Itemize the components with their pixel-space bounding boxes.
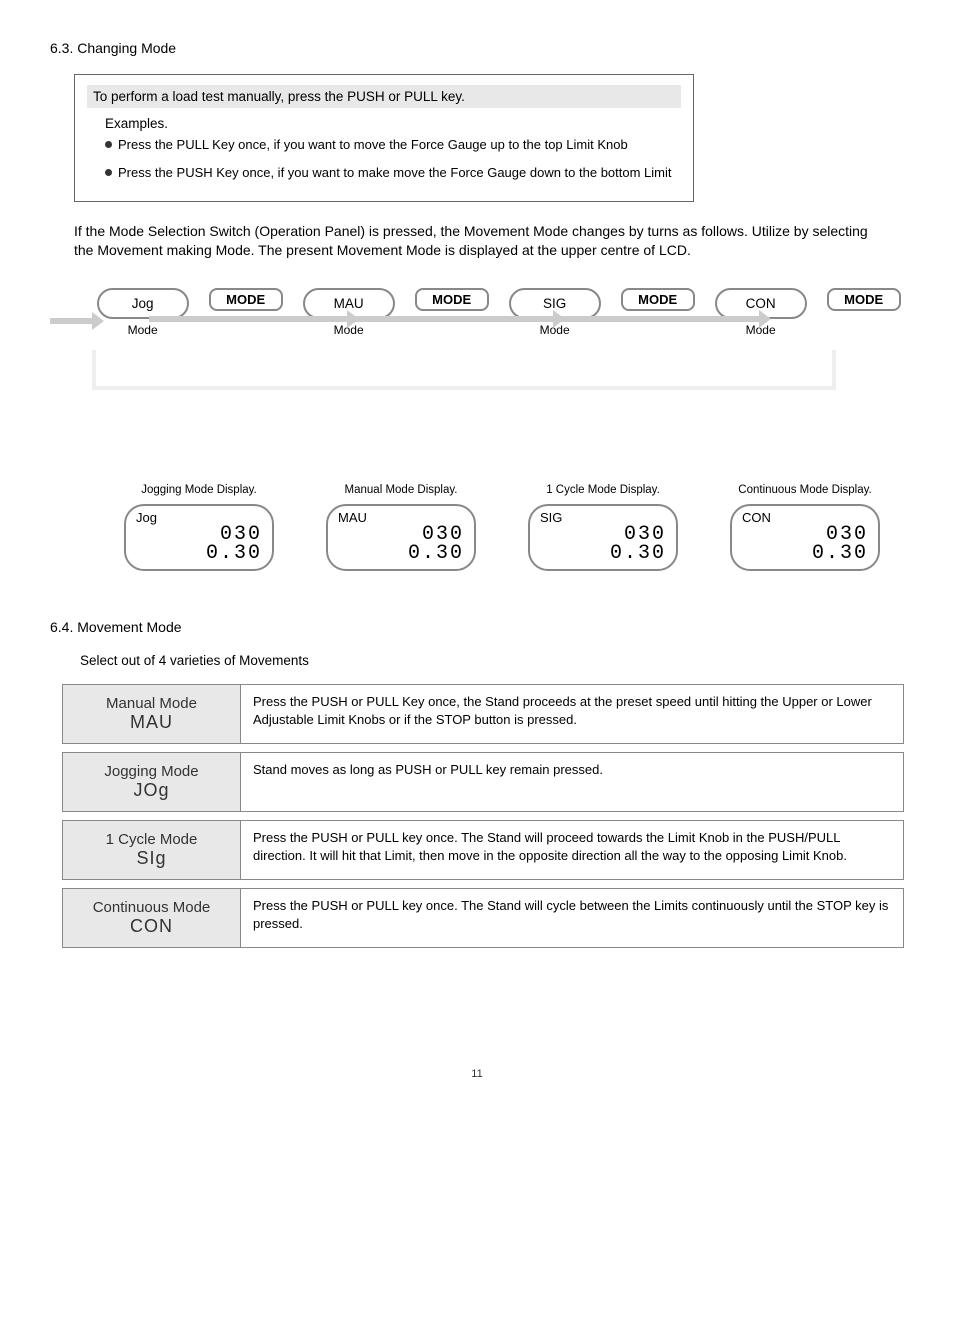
- arrow-icon: [355, 316, 555, 322]
- note-banner: To perform a load test manually, press t…: [87, 85, 681, 108]
- seven-segment: 030 0.30: [338, 525, 464, 563]
- mode-name: 1 Cycle Mode: [106, 831, 198, 848]
- mode-code: CON: [130, 916, 173, 937]
- mode-button: MODE: [827, 288, 901, 311]
- bullet-icon: [105, 141, 112, 148]
- mode-name: Manual Mode: [106, 695, 197, 712]
- display-label: 1 Cycle Mode Display.: [546, 484, 660, 496]
- mode-button-cell: MODE: [411, 288, 492, 311]
- display-cell-jog: Jogging Mode Display. Jog 030 0.30: [124, 484, 274, 571]
- mode-name: Jogging Mode: [104, 763, 198, 780]
- page-number: 11: [50, 1068, 904, 1080]
- mode-button-cell: MODE: [617, 288, 698, 311]
- mode-description: Press the PUSH or PULL Key once, the Sta…: [241, 685, 903, 743]
- mode-description: Stand moves as long as PUSH or PULL key …: [241, 753, 903, 811]
- bullet-text: Press the PUSH Key once, if you want to …: [118, 164, 672, 182]
- movement-mode-intro: Select out of 4 varieties of Movements: [80, 653, 904, 668]
- mode-button-cell: MODE: [823, 288, 904, 311]
- display-cell-con: Continuous Mode Display. CON 030 0.30: [730, 484, 880, 571]
- display-chip: SIG 030 0.30: [528, 504, 678, 571]
- mode-name-cell: Manual Mode MAU: [63, 685, 241, 743]
- table-row: Manual Mode MAU Press the PUSH or PULL K…: [62, 684, 904, 744]
- mode-name-cell: Continuous Mode CON: [63, 889, 241, 947]
- display-label: Continuous Mode Display.: [738, 484, 871, 496]
- bullet-row: Press the PUSH Key once, if you want to …: [105, 164, 681, 182]
- mode-name: Continuous Mode: [93, 899, 211, 916]
- arrow-icon: [50, 318, 94, 324]
- arrow-icon: [561, 316, 761, 322]
- feedback-path: [92, 350, 836, 390]
- mode-name-cell: Jogging Mode JOg: [63, 753, 241, 811]
- mode-button: MODE: [621, 288, 695, 311]
- display-row: Jogging Mode Display. Jog 030 0.30 Manua…: [124, 484, 904, 571]
- mode-button: MODE: [415, 288, 489, 311]
- note-box: To perform a load test manually, press t…: [74, 74, 694, 202]
- mode-button: MODE: [209, 288, 283, 311]
- examples-label: Examples.: [105, 116, 681, 131]
- display-chip: Jog 030 0.30: [124, 504, 274, 571]
- display-chip: MAU 030 0.30: [326, 504, 476, 571]
- mode-button-cell: MODE: [205, 288, 286, 311]
- seven-segment: 030 0.30: [540, 525, 666, 563]
- table-row: 1 Cycle Mode SIg Press the PUSH or PULL …: [62, 820, 904, 880]
- table-row: Jogging Mode JOg Stand moves as long as …: [62, 752, 904, 812]
- mode-sub: Mode: [128, 323, 158, 337]
- bullet-text: Press the PULL Key once, if you want to …: [118, 136, 628, 154]
- display-label: Jogging Mode Display.: [141, 484, 257, 496]
- bullet-row: Press the PULL Key once, if you want to …: [105, 136, 681, 154]
- display-cell-mau: Manual Mode Display. MAU 030 0.30: [326, 484, 476, 571]
- mode-description: Press the PUSH or PULL key once. The Sta…: [241, 889, 903, 947]
- section-6-4-heading: 6.4. Movement Mode: [50, 619, 904, 635]
- display-label: Manual Mode Display.: [345, 484, 458, 496]
- mode-flow-diagram: Jog Mode MODE MAU Mode MODE SIG Mode MOD…: [86, 288, 904, 438]
- display-chip: CON 030 0.30: [730, 504, 880, 571]
- mode-code: SIg: [136, 848, 166, 869]
- mode-code: MAU: [130, 712, 173, 733]
- mode-name-cell: 1 Cycle Mode SIg: [63, 821, 241, 879]
- movement-mode-table: Manual Mode MAU Press the PUSH or PULL K…: [62, 684, 904, 948]
- bullet-icon: [105, 169, 112, 176]
- mode-description: Press the PUSH or PULL key once. The Sta…: [241, 821, 903, 879]
- section-6-3-heading: 6.3. Changing Mode: [50, 40, 904, 56]
- seven-segment: 030 0.30: [742, 525, 868, 563]
- arrow-icon: [149, 316, 349, 322]
- mode-chip: Jog: [97, 288, 189, 319]
- display-cell-sig: 1 Cycle Mode Display. SIG 030 0.30: [528, 484, 678, 571]
- seven-segment: 030 0.30: [136, 525, 262, 563]
- table-row: Continuous Mode CON Press the PUSH or PU…: [62, 888, 904, 948]
- mode-code: JOg: [133, 780, 169, 801]
- section-6-3-paragraph: If the Mode Selection Switch (Operation …: [74, 222, 884, 260]
